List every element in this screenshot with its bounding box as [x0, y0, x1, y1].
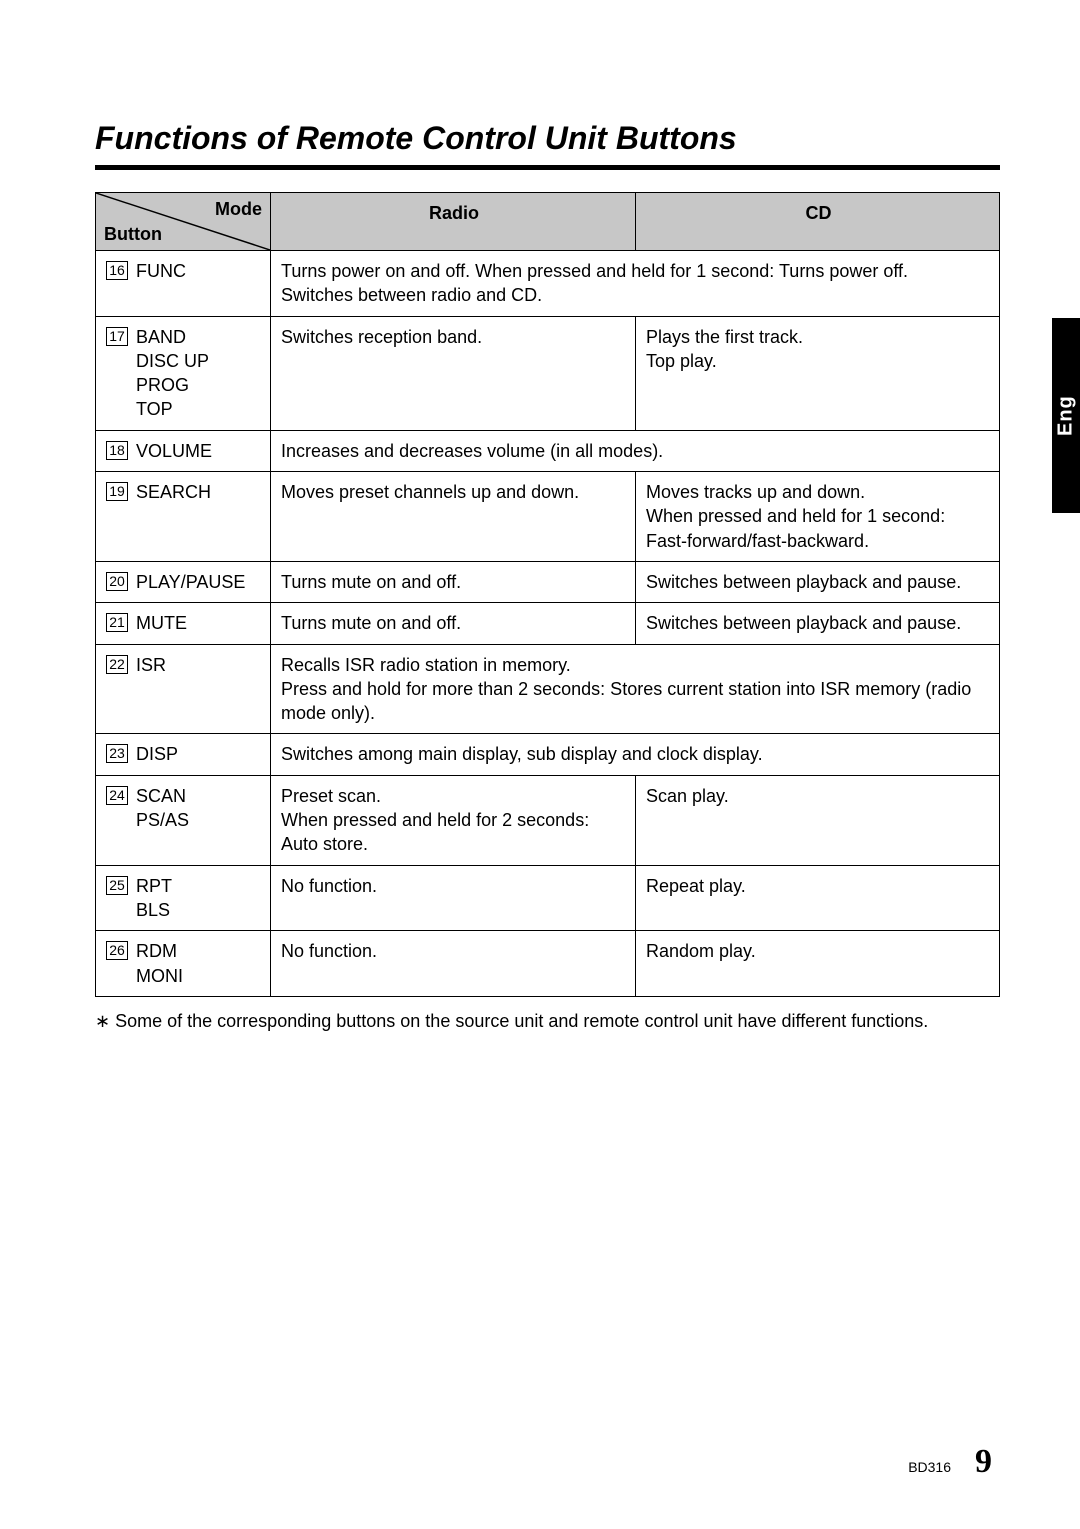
button-number: 21 — [106, 613, 128, 632]
cd-cell: Repeat play. — [636, 865, 1000, 931]
table-row: 17 BANDDISC UPPROGTOP Switches reception b… — [96, 316, 1000, 430]
radio-cell: Turns power on and off. When pressed and… — [271, 251, 1000, 317]
button-number: 19 — [106, 482, 128, 501]
radio-cell: Turns mute on and off. — [271, 561, 636, 602]
cd-cell: Scan play. — [636, 775, 1000, 865]
button-name: ISR — [136, 653, 166, 677]
header-mode-label: Mode — [215, 197, 262, 221]
radio-cell: No function. — [271, 931, 636, 997]
button-name: SCAN — [136, 784, 186, 808]
radio-cell: Moves preset channels up and down. — [271, 472, 636, 562]
button-name: DISP — [136, 742, 178, 766]
footnote-marker: ∗ — [95, 1011, 110, 1031]
button-number: 18 — [106, 441, 128, 460]
footnote: ∗ Some of the corresponding buttons on t… — [95, 1011, 1000, 1032]
button-name: DISC UP — [106, 349, 262, 373]
button-name: MUTE — [136, 611, 187, 635]
title-rule — [95, 165, 1000, 170]
header-radio: Radio — [271, 193, 636, 251]
page-number: 9 — [975, 1443, 992, 1481]
button-number: 26 — [106, 941, 128, 960]
cd-cell: Switches between playback and pause. — [636, 561, 1000, 602]
model-code: BD316 — [908, 1459, 951, 1475]
button-cell: 17 BANDDISC UPPROGTOP — [96, 316, 271, 430]
button-number: 22 — [106, 655, 128, 674]
button-number: 17 — [106, 327, 128, 346]
button-number: 20 — [106, 572, 128, 591]
table-row: 19 SEARCH Moves preset channels up and dow… — [96, 472, 1000, 562]
functions-table: Mode Button Radio CD 16 FUNC Turns power o… — [95, 192, 1000, 997]
table-row: 16 FUNC Turns power on and off. When press… — [96, 251, 1000, 317]
footnote-text: Some of the corresponding buttons on the… — [115, 1011, 928, 1031]
radio-cell: No function. — [271, 865, 636, 931]
header-button-label: Button — [104, 222, 162, 246]
radio-cell: Switches among main display, sub display… — [271, 734, 1000, 775]
button-cell: 26 RDMMONI — [96, 931, 271, 997]
button-cell: 16 FUNC — [96, 251, 271, 317]
page-footer: BD316 9 — [908, 1443, 992, 1481]
button-number: 24 — [106, 786, 128, 805]
button-name: PS/AS — [106, 808, 262, 832]
button-name: RDM — [136, 939, 177, 963]
table-row: 24 SCANPS/AS Preset scan. When pressed and… — [96, 775, 1000, 865]
button-cell: 24 SCANPS/AS — [96, 775, 271, 865]
table-row: 20 PLAY/PAUSE Turns mute on and off.Switch… — [96, 561, 1000, 602]
radio-cell: Increases and decreases volume (in all m… — [271, 430, 1000, 471]
button-cell: 20 PLAY/PAUSE — [96, 561, 271, 602]
radio-cell: Preset scan. When pressed and held for 2… — [271, 775, 636, 865]
table-row: 25 RPTBLS No function.Repeat play. — [96, 865, 1000, 931]
button-name: SEARCH — [136, 480, 211, 504]
button-number: 16 — [106, 261, 128, 280]
button-cell: 18 VOLUME — [96, 430, 271, 471]
button-name: BLS — [106, 898, 262, 922]
button-name: BAND — [136, 325, 186, 349]
button-cell: 25 RPTBLS — [96, 865, 271, 931]
cd-cell: Plays the first track. Top play. — [636, 316, 1000, 430]
radio-cell: Recalls ISR radio station in memory. Pre… — [271, 644, 1000, 734]
cd-cell: Random play. — [636, 931, 1000, 997]
cd-cell: Moves tracks up and down. When pressed a… — [636, 472, 1000, 562]
button-cell: 19 SEARCH — [96, 472, 271, 562]
button-name: FUNC — [136, 259, 186, 283]
side-tab: Eng — [1052, 318, 1080, 513]
button-cell: 21 MUTE — [96, 603, 271, 644]
button-number: 23 — [106, 744, 128, 763]
table-row: 18 VOLUME Increases and decreases volume (… — [96, 430, 1000, 471]
button-name: TOP — [106, 397, 262, 421]
cd-cell: Switches between playback and pause. — [636, 603, 1000, 644]
button-name: PROG — [106, 373, 262, 397]
header-mode-button: Mode Button — [96, 193, 271, 251]
header-cd: CD — [636, 193, 1000, 251]
button-name: RPT — [136, 874, 172, 898]
table-row: 21 MUTE Turns mute on and off.Switches bet… — [96, 603, 1000, 644]
button-name: VOLUME — [136, 439, 212, 463]
button-number: 25 — [106, 876, 128, 895]
table-row: 26 RDMMONI No function.Random play. — [96, 931, 1000, 997]
button-cell: 23 DISP — [96, 734, 271, 775]
button-cell: 22 ISR — [96, 644, 271, 734]
page-title: Functions of Remote Control Unit Buttons — [95, 120, 1000, 157]
radio-cell: Turns mute on and off. — [271, 603, 636, 644]
button-name: PLAY/PAUSE — [136, 570, 245, 594]
table-row: 22 ISR Recalls ISR radio station in memory… — [96, 644, 1000, 734]
button-name: MONI — [106, 964, 262, 988]
table-row: 23 DISP Switches among main display, sub d… — [96, 734, 1000, 775]
side-tab-label: Eng — [1052, 318, 1080, 513]
radio-cell: Switches reception band. — [271, 316, 636, 430]
